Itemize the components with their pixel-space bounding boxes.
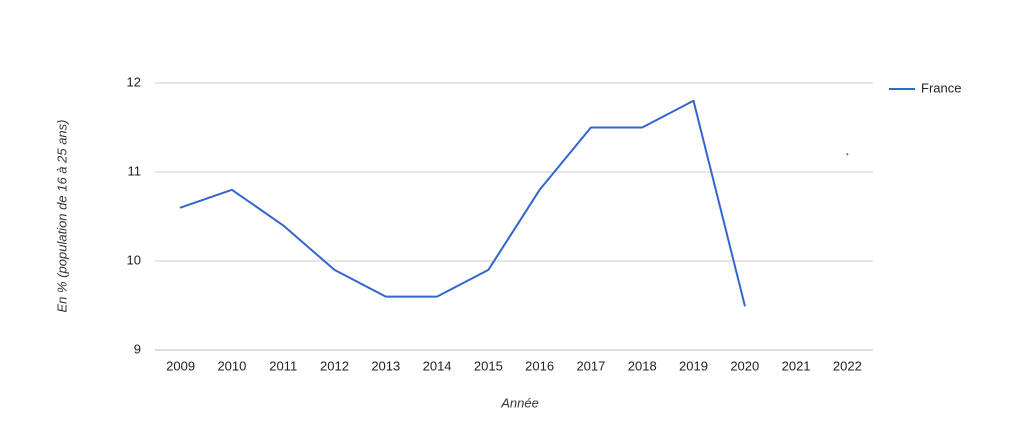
x-tick-label: 2013 xyxy=(371,358,400,373)
y-axis-title: En % (population de 16 à 25 ans) xyxy=(54,120,69,313)
x-tick-label: 2010 xyxy=(217,358,246,373)
x-tick-label: 2019 xyxy=(679,358,708,373)
x-tick-label: 2009 xyxy=(166,358,195,373)
x-tick-label: 2020 xyxy=(730,358,759,373)
series-line xyxy=(179,99,849,307)
x-tick-label: 2022 xyxy=(833,358,862,373)
x-tick-label: 2012 xyxy=(320,358,349,373)
x-tick-label: 2015 xyxy=(474,358,503,373)
y-tick-label: 12 xyxy=(127,74,141,89)
x-tick-label: 2011 xyxy=(269,358,297,373)
y-tick-label: 9 xyxy=(134,341,141,356)
y-tick-label: 11 xyxy=(128,163,142,178)
x-axis-title: Année xyxy=(500,395,539,410)
legend-label: France xyxy=(921,80,961,95)
x-tick-label: 2016 xyxy=(525,358,554,373)
x-tick-label: 2018 xyxy=(628,358,657,373)
x-tick-label: 2021 xyxy=(782,358,811,373)
y-tick-label: 10 xyxy=(127,252,141,267)
x-tick-label: 2014 xyxy=(423,358,452,373)
x-tick-label: 2017 xyxy=(576,358,605,373)
